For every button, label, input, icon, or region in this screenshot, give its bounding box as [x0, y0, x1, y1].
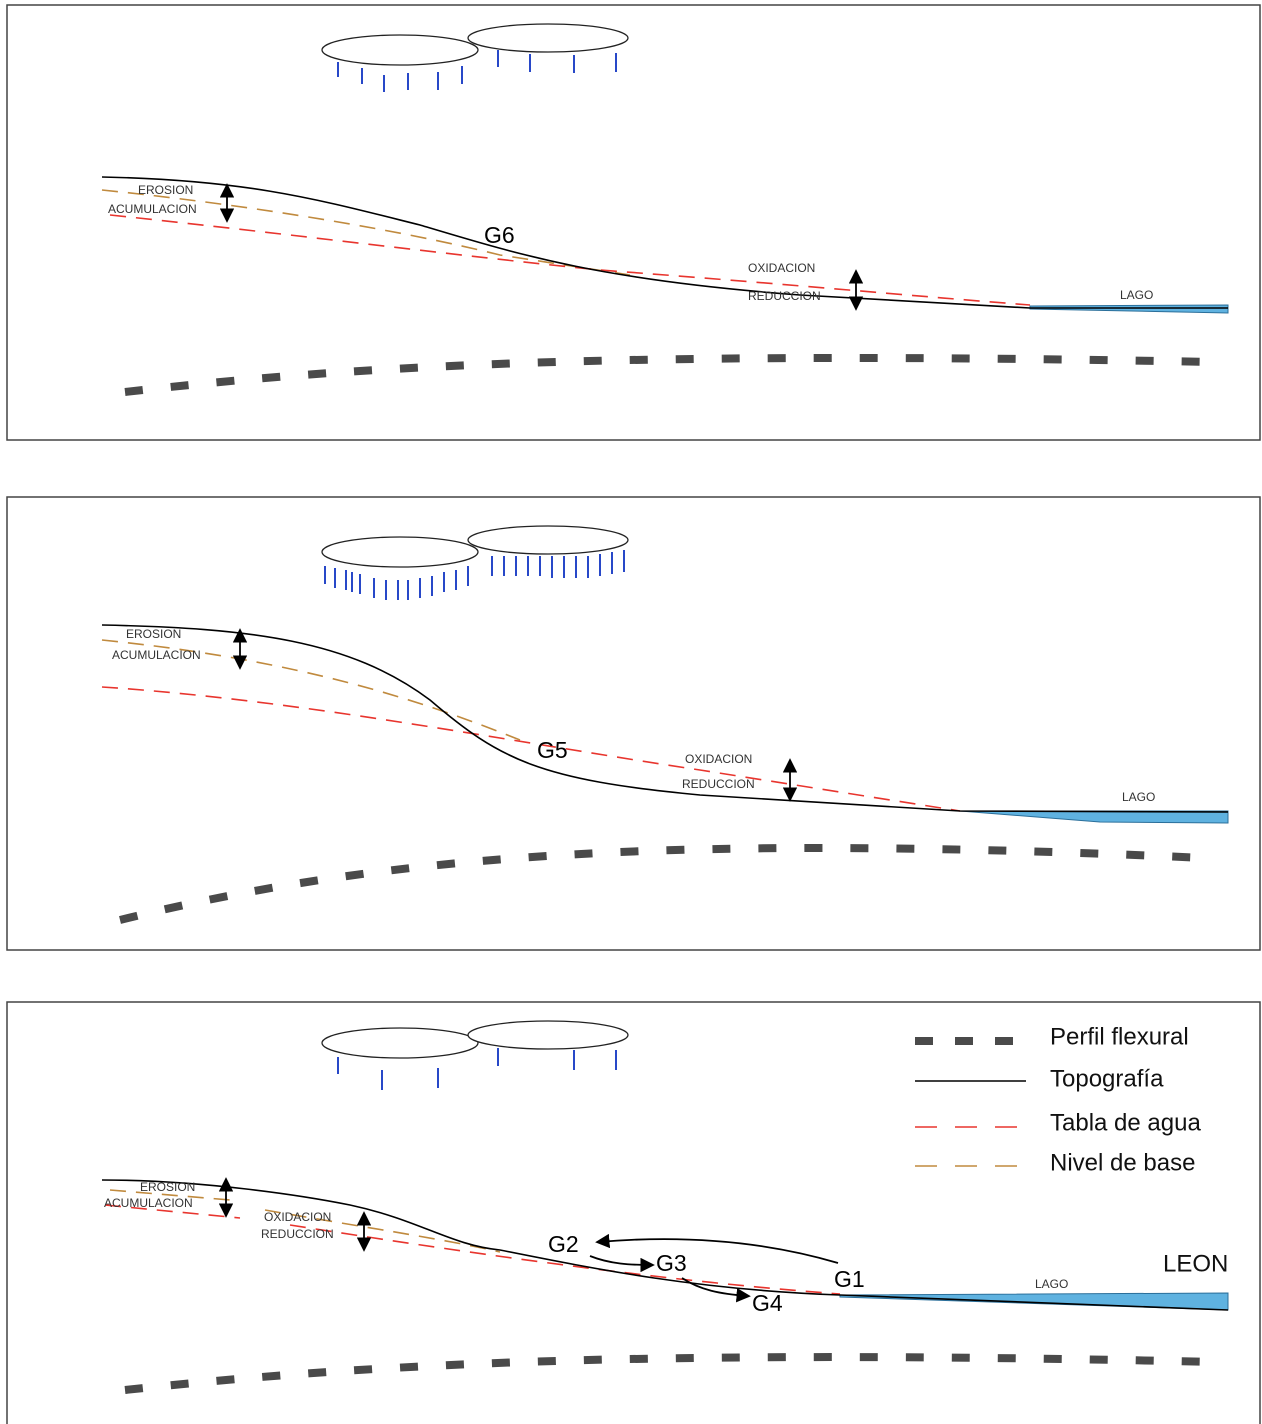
stage-label: G3 [656, 1250, 687, 1276]
label: OXIDACION [264, 1210, 331, 1224]
stage-label: G1 [834, 1266, 865, 1292]
place-label: LEON [1163, 1250, 1228, 1277]
label: LAGO [1122, 790, 1155, 804]
label: REDUCCION [261, 1227, 334, 1241]
stage-label: G6 [484, 222, 515, 248]
legend: Perfil flexural Topografía Tabla de agua… [915, 1023, 1201, 1176]
legend-label: Perfil flexural [1050, 1023, 1189, 1050]
stage-label: G2 [548, 1231, 579, 1257]
legend-label: Tabla de agua [1050, 1109, 1201, 1136]
label: EROSION [138, 183, 193, 197]
label: REDUCCION [748, 289, 821, 303]
label: ACUMULACION [108, 202, 197, 216]
stage-label: G5 [537, 737, 568, 763]
legend-label: Nivel de base [1050, 1149, 1195, 1176]
label: EROSION [140, 1180, 195, 1194]
label: LAGO [1035, 1277, 1068, 1291]
legend-label: Topografía [1050, 1065, 1164, 1092]
panel: EROSION ACUMULACION OXIDACION REDUCCION … [6, 1001, 1261, 1424]
panel: EROSION ACUMULACION G6 OXIDACION REDUCCI… [6, 4, 1261, 441]
label: ACUMULACION [104, 1196, 193, 1210]
stage-label: G4 [752, 1290, 783, 1316]
label: OXIDACION [685, 752, 752, 766]
label: OXIDACION [748, 261, 815, 275]
panel: EROSION ACUMULACION G5 OXIDACION REDUCCI… [6, 496, 1261, 951]
label: EROSION [126, 627, 181, 641]
label: LAGO [1120, 288, 1153, 302]
label: ACUMULACION [112, 648, 201, 662]
label: REDUCCION [682, 777, 755, 791]
